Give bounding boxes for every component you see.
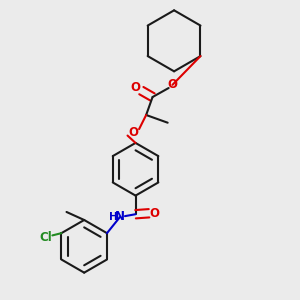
Text: H: H bbox=[109, 212, 117, 222]
Text: O: O bbox=[130, 81, 141, 94]
Text: N: N bbox=[115, 210, 125, 223]
Text: O: O bbox=[128, 126, 138, 139]
Text: O: O bbox=[167, 78, 178, 91]
Text: O: O bbox=[150, 207, 160, 220]
Text: Cl: Cl bbox=[40, 230, 52, 244]
